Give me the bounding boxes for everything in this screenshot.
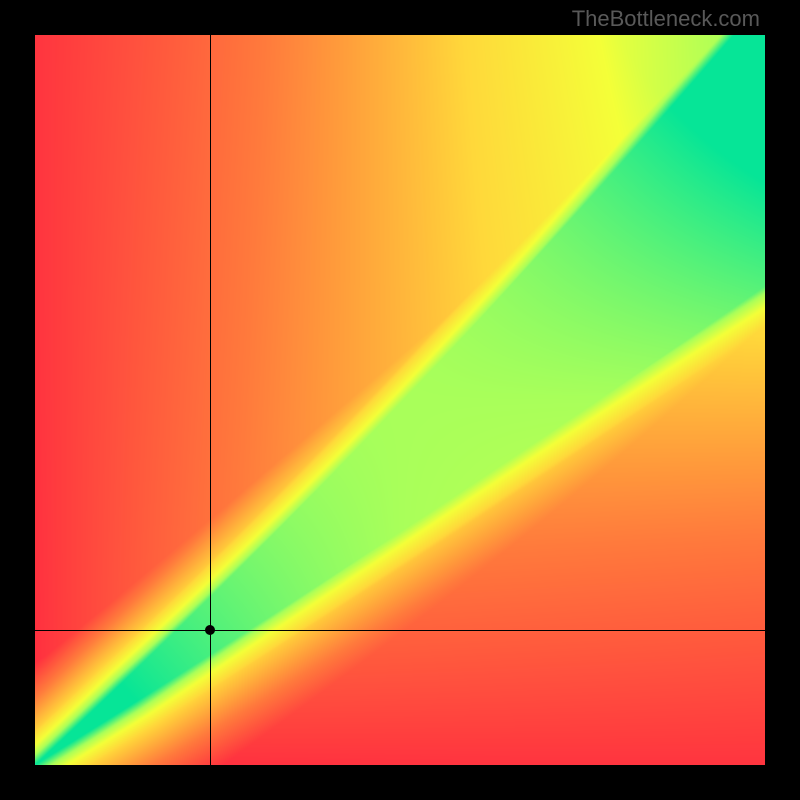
crosshair-vertical <box>210 35 211 765</box>
watermark-text: TheBottleneck.com <box>572 6 760 32</box>
crosshair-horizontal <box>35 630 765 631</box>
data-point-marker <box>205 625 215 635</box>
heatmap-chart <box>35 35 765 765</box>
heatmap-canvas <box>35 35 765 765</box>
